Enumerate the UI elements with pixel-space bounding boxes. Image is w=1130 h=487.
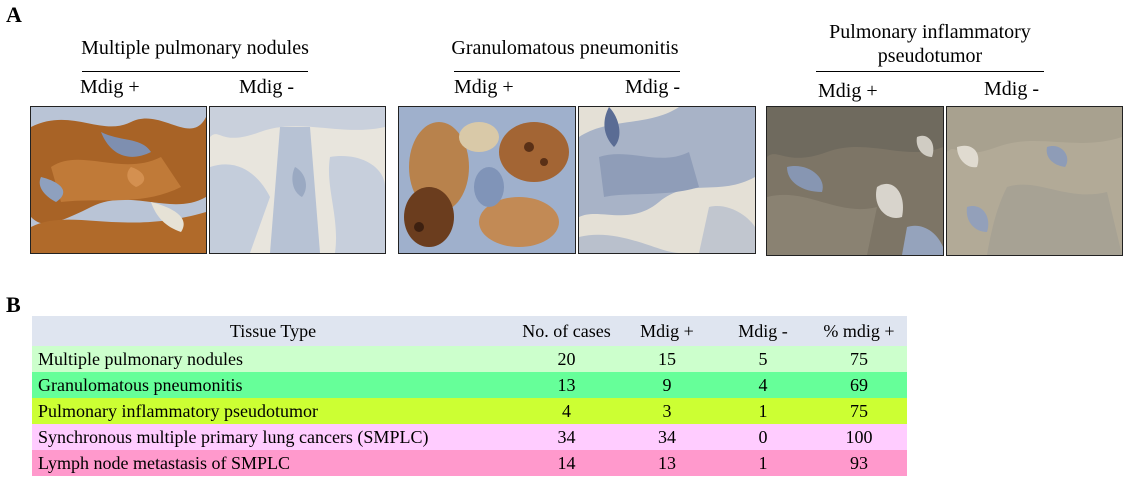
cell-cases: 20 [514, 346, 619, 372]
table-row: Multiple pulmonary nodules 20 15 5 75 [32, 346, 907, 372]
panel-a-label: A [6, 2, 22, 27]
micrograph-pseudotumor-positive [766, 106, 944, 256]
micrograph-pseudotumor-negative [946, 106, 1123, 256]
column-header-tissue-type: Tissue Type [32, 316, 514, 346]
cell-tissue-type: Lymph node metastasis of SMPLC [32, 450, 514, 476]
group-title-granulomatous: Granulomatous pneumonitis [400, 36, 730, 60]
group-title-line: Pulmonary inflammatory [829, 21, 1031, 43]
group-title-pseudotumor: Pulmonary inflammatory pseudotumor [760, 20, 1100, 68]
micrograph-nodules-negative [209, 106, 386, 254]
cell-tissue-type: Multiple pulmonary nodules [32, 346, 514, 372]
group-title-line: Granulomatous pneumonitis [451, 37, 679, 59]
cell-mdig-minus: 5 [715, 346, 811, 372]
column-header-mdig-plus: Mdig + [619, 316, 715, 346]
table-row: Lymph node metastasis of SMPLC 14 13 1 9… [32, 450, 907, 476]
cell-mdig-minus: 0 [715, 424, 811, 450]
mdig-minus-label: Mdig - [239, 76, 294, 98]
group-divider [82, 71, 308, 72]
mdig-plus-label: Mdig + [80, 76, 140, 98]
mdig-minus-label: Mdig - [984, 78, 1039, 100]
column-header-cases: No. of cases [514, 316, 619, 346]
group-divider [454, 71, 680, 72]
panel-b-label: B [6, 292, 21, 317]
group-divider [816, 71, 1044, 72]
cell-cases: 13 [514, 372, 619, 398]
table-header-row: Tissue Type No. of cases Mdig + Mdig - %… [32, 316, 907, 346]
mdig-minus-label: Mdig - [625, 76, 680, 98]
cell-mdig-plus: 9 [619, 372, 715, 398]
cell-mdig-minus: 4 [715, 372, 811, 398]
table-row: Pulmonary inflammatory pseudotumor 4 3 1… [32, 398, 907, 424]
cell-percent: 93 [811, 450, 907, 476]
cell-percent: 100 [811, 424, 907, 450]
cell-percent: 69 [811, 372, 907, 398]
group-title-line: Multiple pulmonary nodules [81, 37, 309, 59]
cell-tissue-type: Synchronous multiple primary lung cancer… [32, 424, 514, 450]
table-row: Synchronous multiple primary lung cancer… [32, 424, 907, 450]
cell-mdig-plus: 3 [619, 398, 715, 424]
cell-percent: 75 [811, 398, 907, 424]
cell-mdig-plus: 13 [619, 450, 715, 476]
micrograph-granulomatous-positive [398, 106, 576, 254]
micrograph-granulomatous-negative [578, 106, 756, 254]
cell-tissue-type: Pulmonary inflammatory pseudotumor [32, 398, 514, 424]
mdig-plus-label: Mdig + [818, 80, 878, 102]
column-header-percent-mdig-plus: % mdig + [811, 316, 907, 346]
micrograph-nodules-positive [30, 106, 207, 254]
cell-cases: 34 [514, 424, 619, 450]
tissue-summary-table: Tissue Type No. of cases Mdig + Mdig - %… [32, 316, 907, 476]
cell-mdig-plus: 15 [619, 346, 715, 372]
cell-percent: 75 [811, 346, 907, 372]
table-row: Granulomatous pneumonitis 13 9 4 69 [32, 372, 907, 398]
cell-mdig-minus: 1 [715, 398, 811, 424]
mdig-plus-label: Mdig + [454, 76, 514, 98]
cell-cases: 4 [514, 398, 619, 424]
group-title-line: pseudotumor [877, 45, 983, 67]
group-title-nodules: Multiple pulmonary nodules [30, 36, 360, 60]
cell-tissue-type: Granulomatous pneumonitis [32, 372, 514, 398]
cell-mdig-plus: 34 [619, 424, 715, 450]
cell-mdig-minus: 1 [715, 450, 811, 476]
column-header-mdig-minus: Mdig - [715, 316, 811, 346]
cell-cases: 14 [514, 450, 619, 476]
